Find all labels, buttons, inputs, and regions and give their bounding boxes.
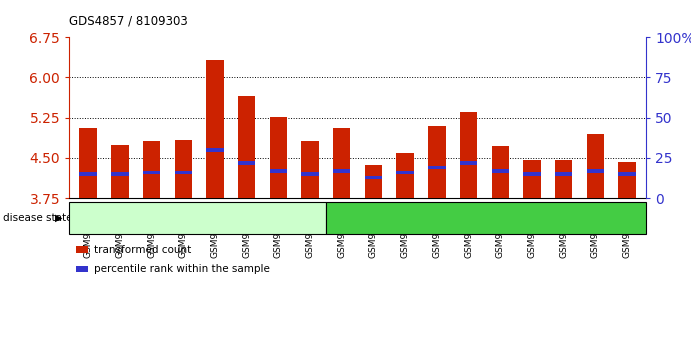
Bar <box>111 144 129 198</box>
Bar <box>143 171 160 174</box>
Bar <box>79 129 97 198</box>
Bar <box>523 160 540 198</box>
Bar <box>428 166 446 169</box>
Text: transformed count: transformed count <box>94 245 191 255</box>
Bar <box>175 171 192 174</box>
Text: control: control <box>178 213 217 223</box>
Bar <box>460 161 477 165</box>
Bar <box>491 169 509 173</box>
Bar <box>79 172 97 176</box>
Bar <box>269 169 287 173</box>
Bar <box>301 141 319 198</box>
Bar <box>523 172 540 176</box>
Bar <box>111 172 129 176</box>
Bar <box>238 96 256 198</box>
Bar <box>555 160 572 198</box>
Text: obstructive sleep apnea: obstructive sleep apnea <box>419 213 553 223</box>
Bar <box>301 172 319 176</box>
Text: disease state: disease state <box>3 213 73 223</box>
Bar <box>175 140 192 198</box>
Bar <box>618 172 636 176</box>
Bar <box>491 146 509 198</box>
Bar <box>365 165 382 198</box>
Bar <box>333 169 350 173</box>
Bar <box>587 169 604 173</box>
Bar <box>618 162 636 198</box>
Bar <box>206 60 224 198</box>
Bar <box>206 148 224 152</box>
Bar <box>365 176 382 179</box>
Bar <box>555 172 572 176</box>
Bar <box>333 129 350 198</box>
Bar <box>238 161 256 165</box>
Bar <box>397 171 414 174</box>
Bar <box>587 134 604 198</box>
Text: percentile rank within the sample: percentile rank within the sample <box>94 264 270 274</box>
Bar <box>397 153 414 198</box>
Bar <box>428 126 446 198</box>
Text: GDS4857 / 8109303: GDS4857 / 8109303 <box>69 14 188 27</box>
Bar <box>143 141 160 198</box>
Bar <box>269 116 287 198</box>
Text: ▶: ▶ <box>55 213 62 223</box>
Bar <box>460 112 477 198</box>
